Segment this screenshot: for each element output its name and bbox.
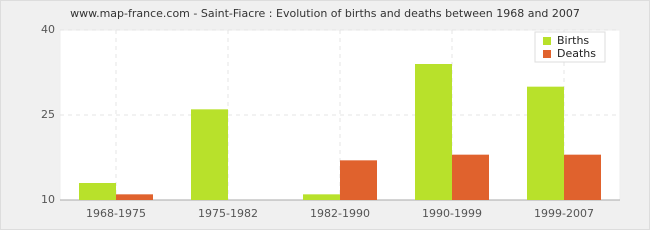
bar xyxy=(116,194,153,200)
bar xyxy=(452,154,489,200)
y-tick-label: 40 xyxy=(41,23,55,36)
legend-swatch xyxy=(543,37,551,45)
legend-swatch xyxy=(543,50,551,58)
y-tick-label: 10 xyxy=(41,193,55,206)
x-tick-label: 1990-1999 xyxy=(422,207,482,220)
x-tick-label: 1975-1982 xyxy=(198,207,258,220)
bar xyxy=(527,86,564,200)
bar xyxy=(79,183,116,200)
bar xyxy=(340,160,377,200)
x-tick-label: 1999-2007 xyxy=(534,207,594,220)
y-tick-label: 25 xyxy=(41,108,55,121)
bar xyxy=(303,194,340,200)
legend-label: Deaths xyxy=(557,47,596,60)
bar xyxy=(191,109,228,200)
x-tick-label: 1982-1990 xyxy=(310,207,370,220)
bar xyxy=(564,154,601,200)
x-tick-label: 1968-1975 xyxy=(86,207,146,220)
chart: www.map-france.com - Saint-Fiacre : Evol… xyxy=(0,0,650,230)
legend-label: Births xyxy=(557,34,589,47)
chart-title: www.map-france.com - Saint-Fiacre : Evol… xyxy=(70,7,580,20)
bar xyxy=(415,64,452,200)
